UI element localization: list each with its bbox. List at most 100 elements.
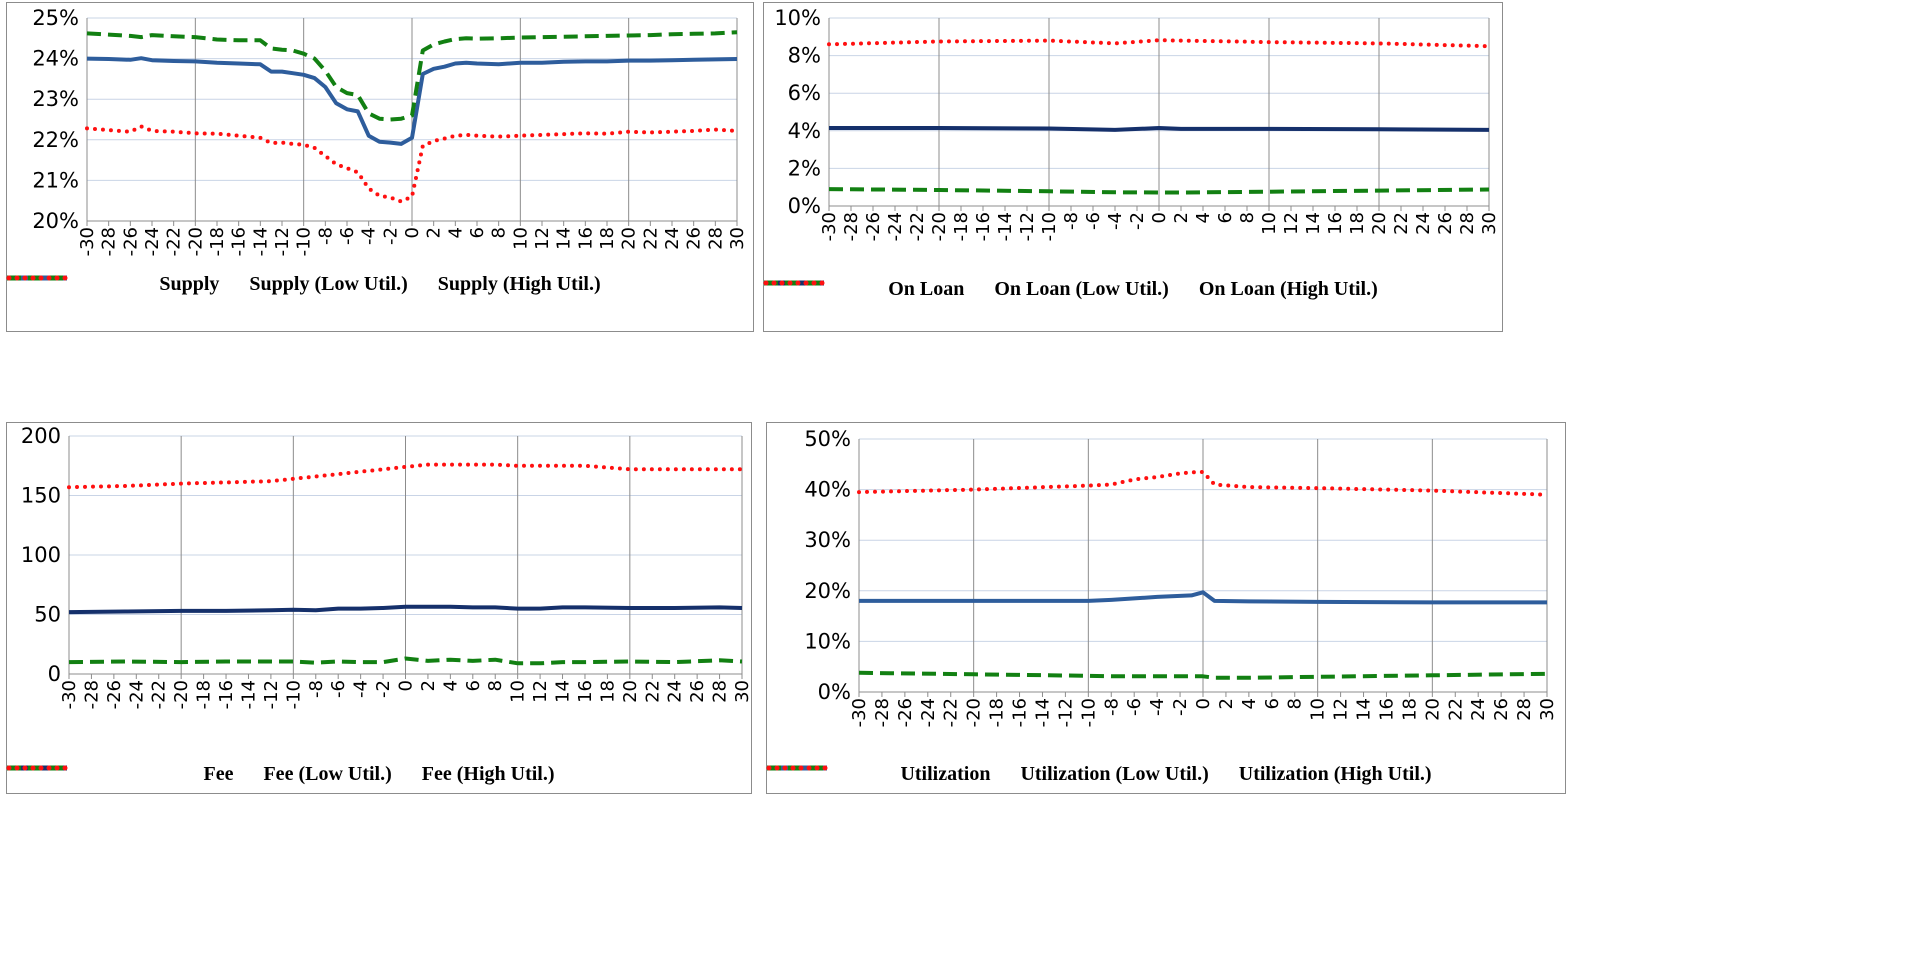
x-tick-label: 12 <box>1281 212 1302 235</box>
legend-label-on-loan-low-util: On Loan (Low Util.) <box>994 278 1169 300</box>
x-tick-label: 18 <box>597 227 618 250</box>
x-tick-label: 18 <box>597 680 618 703</box>
x-tick-label: 0 <box>1149 212 1170 223</box>
x-tick-label: 0 <box>396 680 417 691</box>
y-tick-label: 200 <box>21 424 61 448</box>
x-tick-label: -18 <box>194 680 215 709</box>
x-tick-label: 30 <box>727 227 748 250</box>
x-tick-label: -28 <box>841 212 862 241</box>
x-tick-label: 28 <box>705 227 726 250</box>
x-tick-label: -18 <box>207 227 228 256</box>
x-tick-label: 4 <box>1239 698 1260 709</box>
x-tick-label: 28 <box>710 680 731 703</box>
x-tick-label: 0 <box>402 227 423 238</box>
x-tick-label: -12 <box>1055 698 1076 727</box>
legend-item-supply-low-util: Supply (Low Util.) <box>7 273 408 296</box>
series-line-fee-low-util <box>68 656 743 666</box>
legend-label-utilization: Utilization <box>900 763 991 785</box>
x-tick-label: -24 <box>918 698 939 727</box>
x-tick-label: 8 <box>489 227 510 238</box>
x-tick-label: -6 <box>1083 212 1104 230</box>
x-tick-label: -2 <box>380 227 401 245</box>
x-tick-label: 2 <box>1216 698 1237 709</box>
x-tick-label: -14 <box>250 227 271 256</box>
legend-label-fee: Fee <box>203 763 234 785</box>
x-tick-label: 16 <box>575 227 596 250</box>
legend-fee: Fee Fee (Low Util.) Fee (High Util.) <box>6 763 751 786</box>
legend-item-fee: Fee <box>7 763 234 786</box>
legend-item-fee-low-util: Fee (Low Util.) <box>7 763 392 786</box>
x-tick-label: 30 <box>1537 698 1558 721</box>
legend-item-utilization-low-util: Utilization (Low Util.) <box>767 763 1209 786</box>
x-tick-label: -28 <box>81 680 102 709</box>
x-tick-label: -30 <box>819 212 840 241</box>
x-tick-label: -26 <box>863 212 884 241</box>
x-tick-label: -14 <box>995 212 1016 241</box>
x-tick-label: -20 <box>929 212 950 241</box>
legend-item-fee-high-util: Fee (High Util.) <box>6 763 555 786</box>
series-line-on-loan <box>829 126 1490 132</box>
x-tick-label: -14 <box>1032 698 1053 727</box>
legend-swatch-on-loan-high-util <box>763 280 827 286</box>
x-tick-label: 14 <box>1354 698 1375 721</box>
x-tick-label: 4 <box>440 680 461 691</box>
x-tick-label: -8 <box>1101 698 1122 716</box>
x-tick-label: -4 <box>351 680 372 698</box>
x-tick-label: -24 <box>142 227 163 256</box>
series-line-on-loan-high-util <box>827 38 1491 49</box>
series-line-fee <box>68 604 743 615</box>
y-tick-label: 8% <box>788 44 821 68</box>
y-tick-label: 4% <box>788 119 821 143</box>
x-tick-label: -2 <box>1127 212 1148 230</box>
y-tick-label: 25% <box>32 6 79 30</box>
x-tick-label: -22 <box>907 212 928 241</box>
x-tick-label: 12 <box>1331 698 1352 721</box>
x-tick-label: 2 <box>418 680 439 691</box>
legend-on-loan: On Loan On Loan (Low Util.) On Loan (Hig… <box>763 278 1502 301</box>
x-tick-label: -12 <box>272 227 293 256</box>
x-tick-label: -16 <box>229 227 250 256</box>
x-tick-label: 30 <box>732 680 753 703</box>
legend-label-supply-low-util: Supply (Low Util.) <box>249 273 408 295</box>
chart-panel-utilization: 0% 10% 20% 30% 40% 50% -30 -28 -26 -24 -22 -20 -18 -1… <box>766 422 1566 794</box>
x-tick-label: 22 <box>1445 698 1466 721</box>
y-tick-label: 0% <box>818 680 851 704</box>
legend-item-utilization: Utilization <box>767 763 991 786</box>
x-tick-label: 6 <box>463 680 484 691</box>
x-tick-label: 14 <box>554 227 575 250</box>
series-line-fee-high-util <box>67 462 744 490</box>
series-line-supply <box>86 56 738 146</box>
y-tick-label: 2% <box>788 156 821 180</box>
x-tick-label: -24 <box>885 212 906 241</box>
x-tick-label: 4 <box>445 227 466 238</box>
legend-label-utilization-high-util: Utilization (High Util.) <box>1238 763 1432 785</box>
x-tick-label: -10 <box>294 227 315 256</box>
x-tick-label: -18 <box>951 212 972 241</box>
x-tick-label: -26 <box>895 698 916 727</box>
x-tick-label: 12 <box>530 680 551 703</box>
x-tick-label: 28 <box>1514 698 1535 721</box>
x-tick-label: -6 <box>1124 698 1145 716</box>
legend-label-fee-low-util: Fee (Low Util.) <box>263 763 392 785</box>
x-tick-label: 26 <box>1491 698 1512 721</box>
x-tick-label: 24 <box>1468 698 1489 721</box>
series-line-on-loan-low-util <box>828 187 1490 195</box>
legend-item-utilization-high-util: Utilization (High Util.) <box>766 763 1432 786</box>
y-tick-label: 150 <box>21 484 61 508</box>
legend-item-on-loan: On Loan <box>764 278 964 301</box>
x-tick-label: 26 <box>1435 212 1456 235</box>
x-tick-label: 10 <box>510 227 531 250</box>
x-tick-label: 8 <box>1237 212 1258 223</box>
x-tick-label: 14 <box>553 680 574 703</box>
x-tick-label: -4 <box>1105 212 1126 230</box>
x-tick-label: 10 <box>508 680 529 703</box>
x-tick-label: 26 <box>687 680 708 703</box>
series-line-supply-low-util <box>86 30 738 122</box>
x-tick-label: 14 <box>1303 212 1324 235</box>
y-tick-label: 0 <box>48 662 61 686</box>
y-tick-label: 21% <box>32 168 79 192</box>
x-tick-label: -8 <box>315 227 336 245</box>
chart-panel-on-loan: 0% 2% 4% 6% 8% 10% -30 -28 -26 -24 -22 -20 -18 -16 -14… <box>763 2 1503 332</box>
y-tick-label: 6% <box>788 81 821 105</box>
